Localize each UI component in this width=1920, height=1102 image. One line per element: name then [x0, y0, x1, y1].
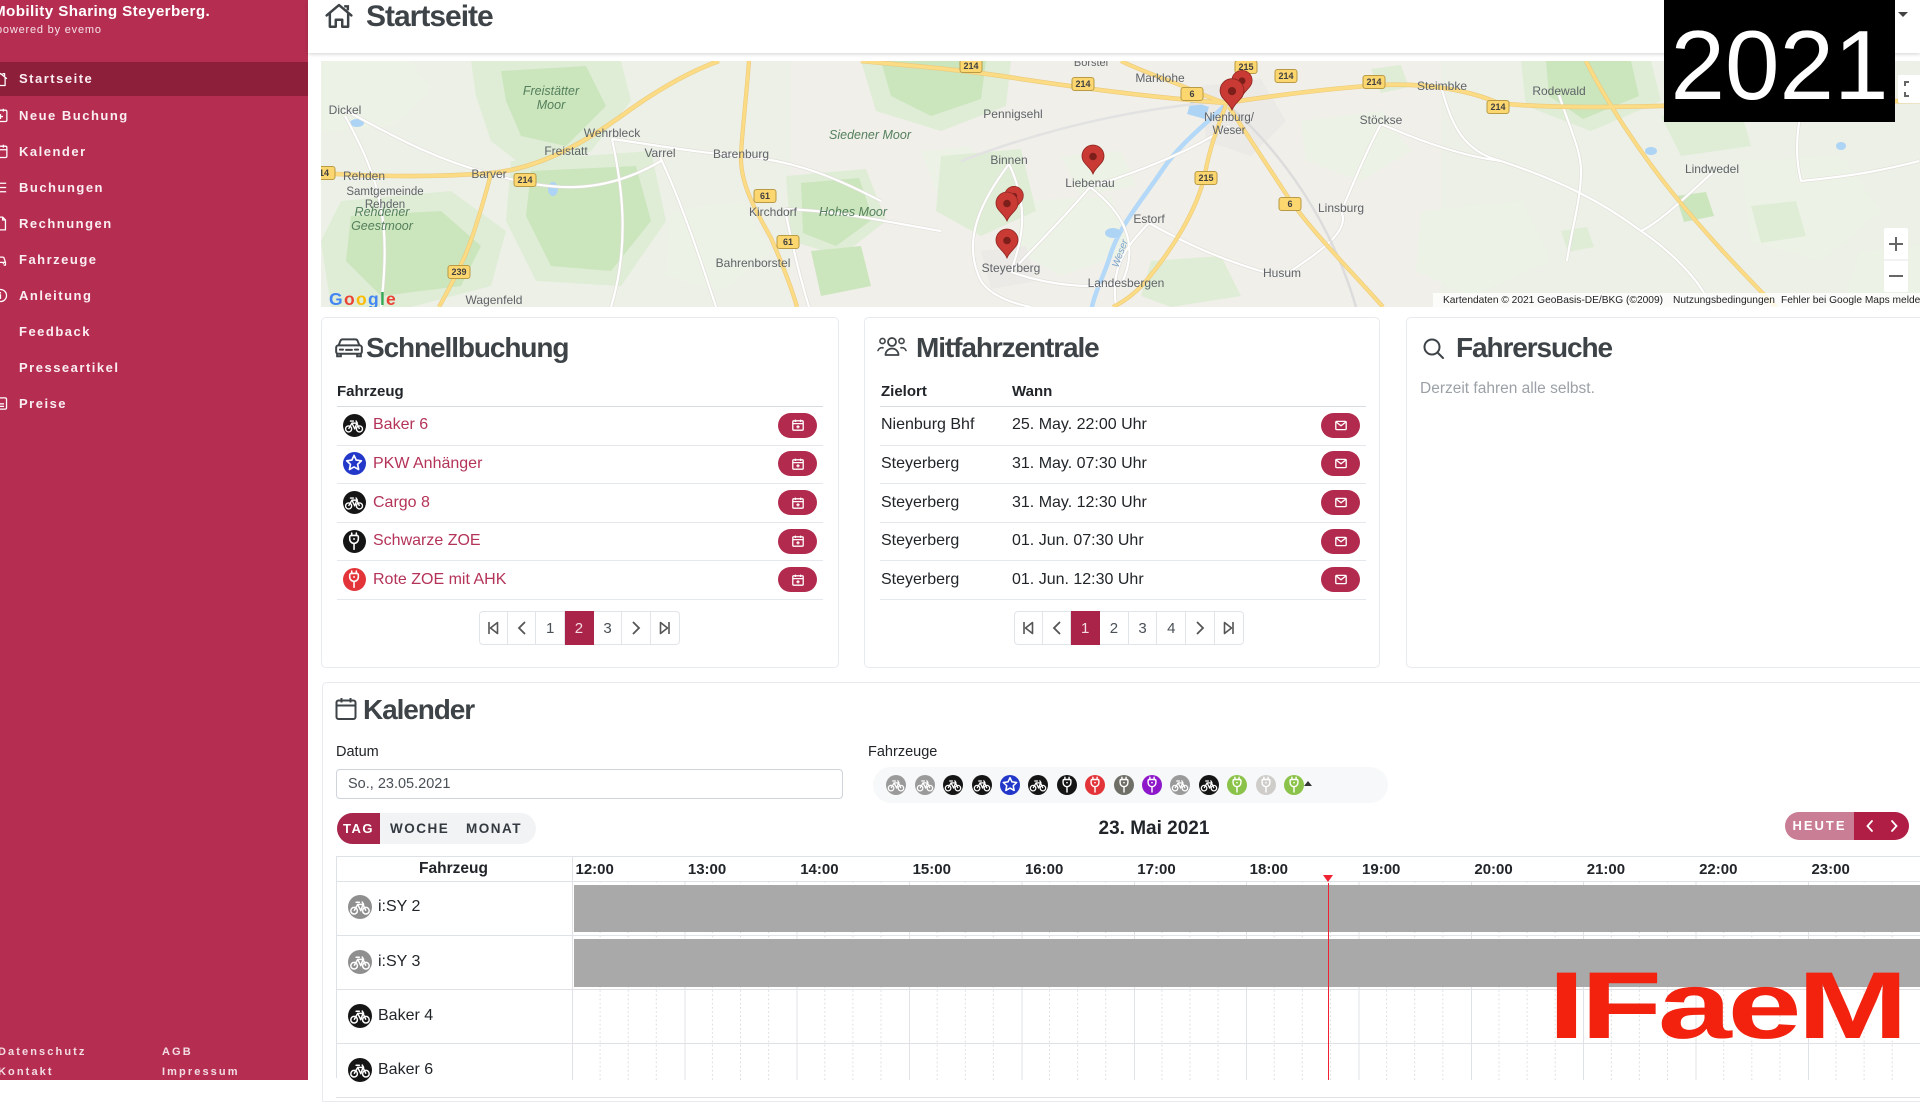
svg-text:6: 6 — [1287, 199, 1292, 209]
svg-text:Steimbke: Steimbke — [1417, 79, 1467, 93]
svg-text:Barenburg: Barenburg — [713, 147, 769, 161]
svg-text:Stöckse: Stöckse — [1360, 113, 1403, 127]
svg-text:l: l — [380, 289, 384, 307]
svg-text:Wehrbleck: Wehrbleck — [584, 126, 641, 140]
svg-text:o: o — [344, 289, 354, 307]
svg-text:Rodewald: Rodewald — [1532, 84, 1585, 98]
svg-text:Estorf: Estorf — [1133, 212, 1165, 226]
svg-text:61: 61 — [760, 191, 770, 201]
svg-text:Borstel: Borstel — [1074, 61, 1108, 69]
svg-text:Weser: Weser — [1212, 125, 1245, 137]
svg-text:Samtgemeinde: Samtgemeinde — [346, 186, 423, 198]
svg-text:14: 14 — [321, 168, 329, 178]
svg-text:Rehdener: Rehdener — [355, 205, 411, 219]
svg-text:Linsburg: Linsburg — [1318, 201, 1364, 215]
svg-text:215: 215 — [1198, 173, 1213, 183]
svg-text:Siedener Moor: Siedener Moor — [829, 128, 912, 142]
svg-text:Nutzungsbedingungen: Nutzungsbedingungen — [1673, 295, 1775, 306]
svg-text:214: 214 — [1278, 71, 1293, 81]
svg-text:215: 215 — [1238, 62, 1253, 72]
svg-text:Barver: Barver — [471, 167, 506, 181]
svg-text:Marklohe: Marklohe — [1135, 71, 1185, 85]
svg-text:239: 239 — [451, 267, 466, 277]
svg-text:Steyerberg: Steyerberg — [982, 261, 1041, 275]
svg-text:Varrel: Varrel — [644, 146, 675, 160]
svg-text:61: 61 — [783, 237, 793, 247]
svg-text:214: 214 — [1366, 77, 1381, 87]
svg-text:Freistatt: Freistatt — [544, 144, 588, 158]
svg-text:Landesbergen: Landesbergen — [1088, 276, 1165, 290]
svg-text:G: G — [329, 289, 342, 307]
svg-text:Geestmoor: Geestmoor — [351, 219, 414, 233]
svg-text:Fehler bei Google Maps melden: Fehler bei Google Maps melden — [1781, 295, 1920, 306]
svg-text:Pennigsehl: Pennigsehl — [983, 107, 1042, 121]
svg-text:Moor: Moor — [537, 98, 566, 112]
svg-text:Husum: Husum — [1263, 266, 1301, 280]
svg-text:g: g — [368, 289, 378, 307]
svg-text:214: 214 — [1490, 102, 1505, 112]
svg-text:Hohes Moor: Hohes Moor — [819, 205, 888, 219]
svg-text:Nienburg/: Nienburg/ — [1204, 112, 1255, 124]
svg-text:e: e — [386, 289, 396, 307]
svg-text:214: 214 — [963, 61, 978, 71]
svg-text:Dickel: Dickel — [329, 103, 362, 117]
svg-text:Binnen: Binnen — [990, 153, 1027, 167]
svg-text:Rehden: Rehden — [365, 199, 405, 211]
svg-text:Freistätter: Freistätter — [523, 84, 580, 98]
svg-text:Lindwedel: Lindwedel — [1685, 162, 1739, 176]
svg-text:Bahrenborstel: Bahrenborstel — [716, 256, 791, 270]
svg-text:Kartendaten © 2021 GeoBasis-DE: Kartendaten © 2021 GeoBasis-DE/BKG (©200… — [1443, 295, 1663, 306]
svg-text:o: o — [356, 289, 366, 307]
svg-text:Liebenau: Liebenau — [1065, 176, 1114, 190]
svg-text:214: 214 — [1075, 79, 1090, 89]
svg-text:Wagenfeld: Wagenfeld — [466, 293, 523, 307]
svg-text:214: 214 — [517, 175, 532, 185]
svg-text:6: 6 — [1189, 89, 1194, 99]
svg-text:Rehden: Rehden — [343, 169, 385, 183]
svg-text:Kirchdorf: Kirchdorf — [749, 205, 798, 219]
